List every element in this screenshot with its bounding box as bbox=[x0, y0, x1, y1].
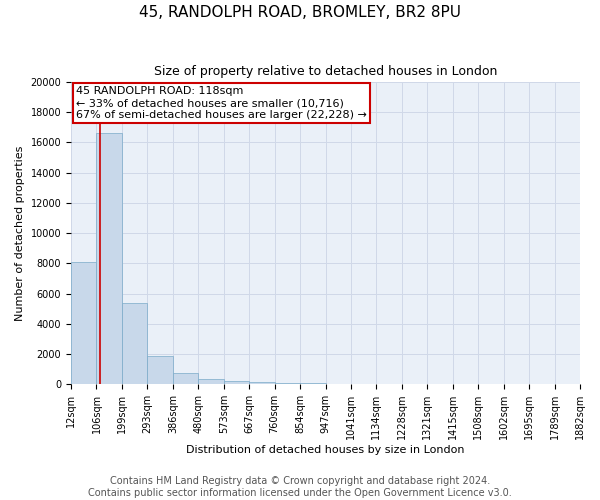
Y-axis label: Number of detached properties: Number of detached properties bbox=[15, 146, 25, 321]
Bar bbox=[249, 382, 275, 384]
Bar bbox=[148, 356, 173, 384]
Bar bbox=[97, 134, 122, 384]
Bar bbox=[275, 382, 300, 384]
Bar bbox=[173, 373, 198, 384]
X-axis label: Distribution of detached houses by size in London: Distribution of detached houses by size … bbox=[186, 445, 465, 455]
Bar bbox=[71, 262, 97, 384]
Title: Size of property relative to detached houses in London: Size of property relative to detached ho… bbox=[154, 65, 497, 78]
Bar bbox=[198, 379, 224, 384]
Bar bbox=[224, 381, 249, 384]
Bar bbox=[122, 302, 148, 384]
Text: 45, RANDOLPH ROAD, BROMLEY, BR2 8PU: 45, RANDOLPH ROAD, BROMLEY, BR2 8PU bbox=[139, 5, 461, 20]
Text: 45 RANDOLPH ROAD: 118sqm
← 33% of detached houses are smaller (10,716)
67% of se: 45 RANDOLPH ROAD: 118sqm ← 33% of detach… bbox=[76, 86, 367, 120]
Text: Contains HM Land Registry data © Crown copyright and database right 2024.
Contai: Contains HM Land Registry data © Crown c… bbox=[88, 476, 512, 498]
